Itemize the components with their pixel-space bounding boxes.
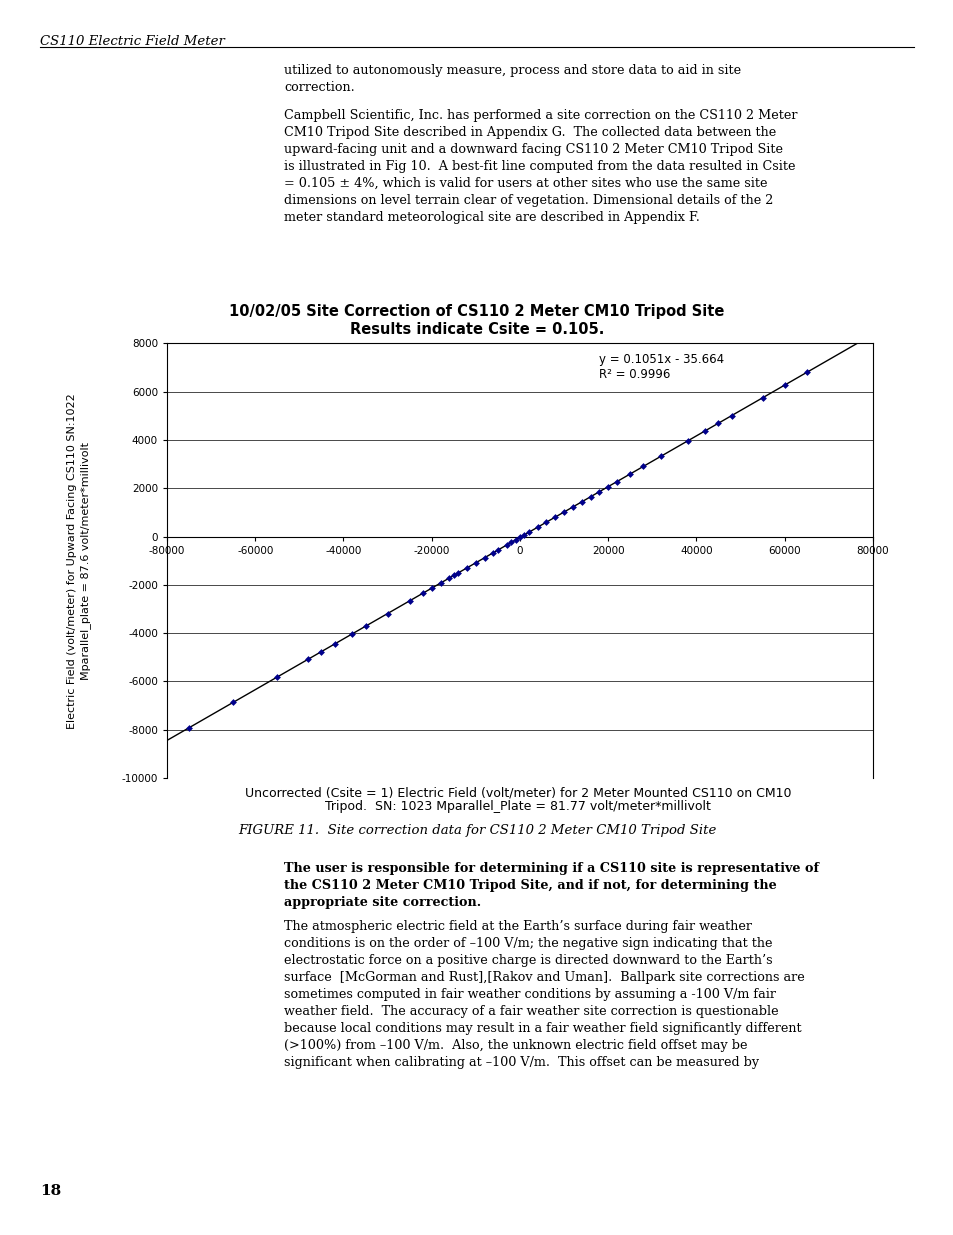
Text: Results indicate Csite = 0.105.: Results indicate Csite = 0.105. [350, 322, 603, 337]
Point [507, 530, 522, 550]
Point [503, 532, 518, 552]
Point [754, 388, 769, 408]
Point [485, 542, 500, 562]
Point [459, 558, 475, 578]
Text: 10/02/05 Site Correction of CS110 2 Meter CM10 Tripod Site: 10/02/05 Site Correction of CS110 2 Mete… [229, 304, 724, 319]
Point [591, 482, 606, 501]
Point [498, 535, 514, 555]
Point [450, 563, 465, 583]
Point [327, 634, 342, 653]
Text: CS110 Electric Field Meter: CS110 Electric Field Meter [40, 35, 225, 48]
Point [476, 548, 492, 568]
Point [538, 513, 554, 532]
Point [517, 525, 532, 545]
Point [433, 573, 448, 593]
Text: 18: 18 [40, 1184, 61, 1198]
Point [556, 503, 571, 522]
Point [776, 375, 791, 395]
Point [799, 363, 814, 383]
Point [582, 487, 598, 506]
Point [441, 568, 456, 588]
Point [609, 472, 624, 492]
Text: utilized to autonomously measure, process and store data to aid in site
correcti: utilized to autonomously measure, proces… [284, 64, 740, 94]
Point [181, 718, 196, 737]
Point [564, 496, 579, 516]
Point [401, 592, 416, 611]
Point [512, 527, 527, 547]
Point [379, 604, 395, 624]
Point [300, 650, 315, 669]
Point [423, 578, 438, 598]
Point [225, 693, 240, 713]
Point [653, 446, 668, 466]
Text: The user is responsible for determining if a CS110 site is representative of
the: The user is responsible for determining … [284, 862, 819, 909]
Point [622, 464, 638, 484]
Point [490, 540, 505, 559]
Text: Tripod.  SN: 1023 Mparallel_Plate = 81.77 volt/meter*millivolt: Tripod. SN: 1023 Mparallel_Plate = 81.77… [325, 800, 710, 814]
Point [679, 431, 695, 451]
Point [530, 517, 545, 537]
Point [468, 553, 483, 573]
Point [344, 624, 359, 643]
Text: The atmospheric electric field at the Earth’s surface during fair weather
condit: The atmospheric electric field at the Ea… [284, 920, 804, 1070]
Point [635, 457, 650, 477]
Text: Electric Field (volt/meter) for Upward Facing CS110 SN:1022
Mparallel_plate = 87: Electric Field (volt/meter) for Upward F… [67, 393, 91, 729]
Point [547, 508, 562, 527]
Point [574, 492, 589, 511]
Text: Campbell Scientific, Inc. has performed a site correction on the CS110 2 Meter
C: Campbell Scientific, Inc. has performed … [284, 109, 797, 224]
Point [600, 477, 616, 496]
Point [697, 421, 712, 441]
Point [710, 414, 725, 433]
Point [314, 642, 329, 662]
Point [520, 522, 536, 542]
Point [270, 667, 285, 687]
Text: y = 0.1051x - 35.664
R² = 0.9996: y = 0.1051x - 35.664 R² = 0.9996 [598, 353, 723, 380]
Point [357, 616, 373, 636]
Text: Uncorrected (Csite = 1) Electric Field (volt/meter) for 2 Meter Mounted CS110 on: Uncorrected (Csite = 1) Electric Field (… [245, 787, 790, 800]
Text: FIGURE 11.  Site correction data for CS110 2 Meter CM10 Tripod Site: FIGURE 11. Site correction data for CS11… [237, 824, 716, 837]
Point [415, 583, 430, 603]
Point [446, 566, 461, 585]
Point [723, 405, 739, 425]
